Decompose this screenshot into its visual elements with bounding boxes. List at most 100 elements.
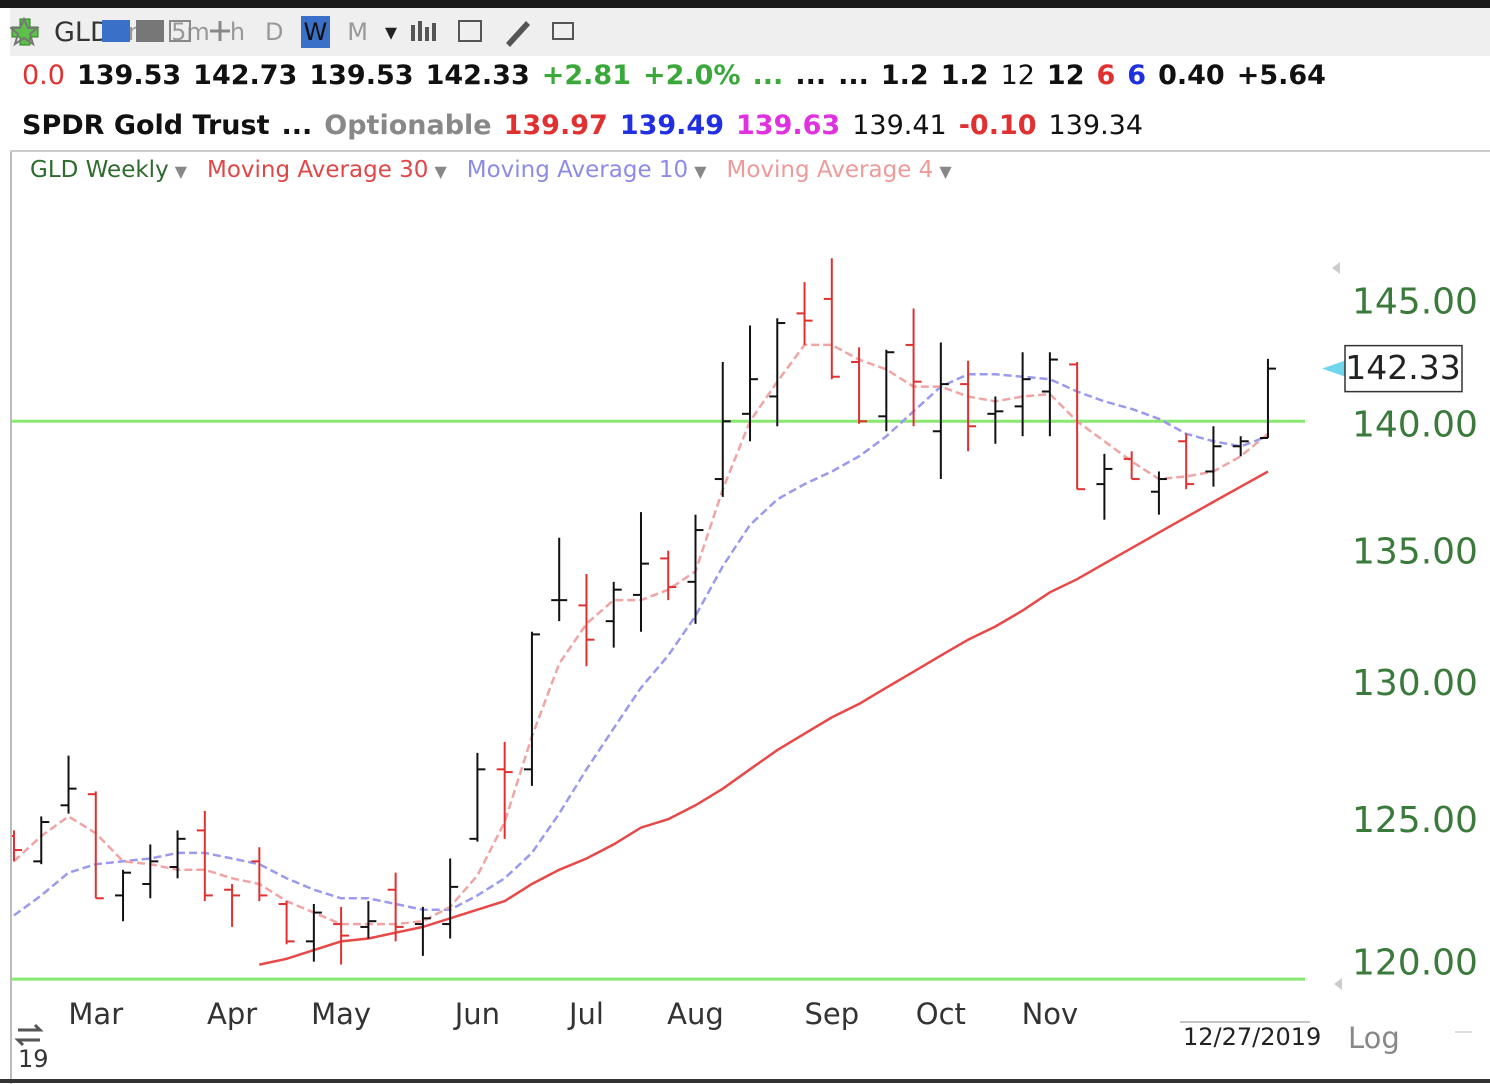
legend-arrow: ▼: [174, 162, 187, 181]
quote-field: -0.10: [958, 110, 1037, 141]
legend-text: Moving Average 30: [207, 157, 429, 183]
plot-area: [12, 258, 1305, 981]
quote-field: 139.53: [309, 60, 414, 91]
symbol[interactable]: GLD: [54, 16, 111, 48]
price-bar: [142, 844, 159, 899]
price-bar: [851, 347, 868, 424]
price-bar: [387, 872, 404, 942]
quote-field: 12: [1046, 60, 1085, 91]
price-bar: [1178, 433, 1195, 490]
legend-arrow: ▼: [694, 162, 707, 181]
price-bar: [169, 830, 186, 879]
y-tick-label: 140.00: [1352, 404, 1478, 445]
scroll-arrow[interactable]: [1334, 978, 1342, 990]
quote-row: 0.0 139.53 142.73 139.53 142.33 +2.81 +2.0%...…: [22, 60, 1326, 91]
price-bar: [1041, 352, 1058, 437]
y-tick-label: 145.00: [1352, 282, 1478, 323]
price-bar: [305, 903, 322, 962]
scale-label[interactable]: Log: [1348, 1021, 1400, 1055]
price-box: [1344, 344, 1463, 393]
quote-field: 139.49: [619, 110, 725, 141]
quote-field: 139.97: [503, 110, 608, 141]
price-marker: [1322, 360, 1345, 377]
quote-field: 139.34: [1048, 110, 1144, 141]
quote-field: ...: [838, 60, 869, 91]
price-bar: [224, 884, 241, 927]
price-bar: [878, 349, 895, 432]
price-bar: [196, 810, 213, 902]
quote-field: ...: [795, 60, 827, 91]
quote-field: +2.0%: [643, 60, 741, 91]
legend-text: GLD Weekly: [30, 157, 169, 183]
tool-icons[interactable]: [411, 17, 641, 47]
dropdown-arrow[interactable]: ▾: [384, 18, 398, 46]
legend-item[interactable]: GLD Weekly ▼: [30, 157, 187, 183]
timeframe[interactable]: h: [229, 18, 246, 46]
price-bar: [251, 847, 268, 902]
quote-field: +2.81: [541, 60, 632, 91]
price-bar: [1259, 358, 1276, 440]
price-bar: [742, 325, 759, 442]
year-label: 19: [18, 1045, 49, 1073]
last-price-label: 142.33: [1345, 348, 1460, 387]
timeframe[interactable]: W: [300, 16, 331, 48]
legend-item[interactable]: Moving Average 30 ▼: [207, 157, 447, 183]
legend-item[interactable]: Moving Average 4 ▼: [727, 157, 952, 183]
legend-item[interactable]: Moving Average 10 ▼: [467, 157, 707, 183]
quote-field: 12: [1000, 60, 1035, 91]
y-tick-label: 120.00: [1352, 943, 1478, 984]
price-bar: [360, 901, 377, 939]
x-tick-label: Oct: [916, 997, 966, 1031]
price-bar: [932, 342, 949, 480]
price-bar: [987, 396, 1004, 444]
price-bar: [496, 741, 513, 839]
quote-field: Optionable: [324, 110, 492, 141]
legend-arrow: ▼: [939, 162, 952, 181]
price-bar: [12, 830, 22, 862]
quote-field: 1.2: [880, 60, 929, 91]
scroll-arrow[interactable]: [1332, 262, 1340, 274]
price-bar: [769, 318, 786, 427]
price-bar: [442, 858, 459, 939]
x-tick-label: Aug: [667, 997, 724, 1031]
price-bar: [605, 581, 622, 648]
x-tick-label: Sep: [804, 997, 859, 1031]
price-bar: [115, 869, 132, 922]
quote-field: +5.64: [1236, 60, 1326, 91]
quote-field: ...: [281, 110, 313, 141]
price-bar: [578, 574, 595, 667]
separator: [10, 150, 1490, 152]
price-bar: [1096, 453, 1113, 520]
legend-arrow: ▼: [434, 162, 447, 181]
quote-field: 139.41: [852, 110, 947, 141]
timeframe[interactable]: M: [347, 18, 368, 46]
legend-text: Moving Average 10: [466, 157, 689, 183]
right-tool-icons[interactable]: [10, 17, 270, 47]
price-bar: [87, 791, 104, 900]
quote-field: SPDR Gold Trust: [22, 110, 270, 141]
price-bar: [60, 755, 77, 814]
x-tick-label: May: [311, 997, 371, 1031]
price-bar: [1205, 426, 1222, 487]
quote-field: ...: [752, 60, 784, 91]
sync-icon[interactable]: [14, 1023, 44, 1047]
x-tick-label: Apr: [207, 997, 257, 1031]
x-tick-label: Jul: [567, 997, 604, 1031]
price-bar: [278, 901, 295, 945]
price-bar: [660, 550, 677, 601]
quote-field: 0.0: [22, 60, 65, 91]
price-bar: [551, 537, 568, 622]
quote-field: 0.40: [1158, 60, 1225, 91]
timeframe[interactable]: D: [265, 18, 284, 46]
price-bar: [632, 512, 649, 632]
moving-average-line: [13, 373, 1269, 917]
price-bar: [1014, 352, 1031, 437]
price-bar: [33, 816, 50, 865]
price-bar: [1123, 451, 1140, 481]
price-bar: [687, 514, 704, 624]
price-bar: [414, 906, 431, 956]
price-bar: [523, 631, 540, 786]
quote-field: 142.73: [193, 60, 298, 91]
